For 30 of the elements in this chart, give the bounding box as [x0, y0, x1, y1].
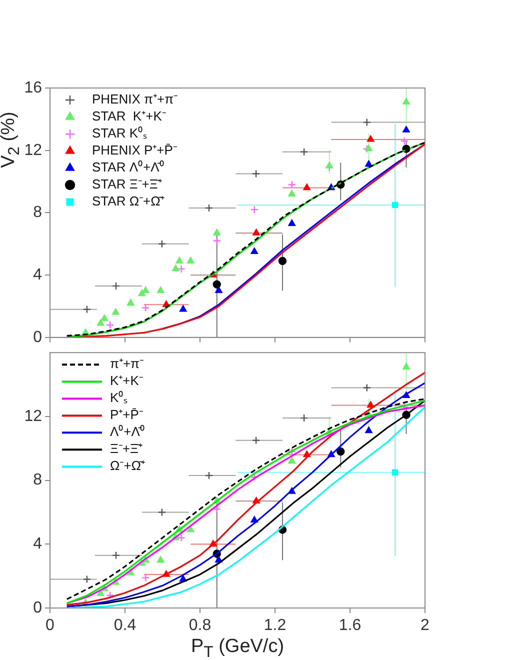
x-tick-label: 1.6: [338, 617, 362, 634]
y-tick-label: 8: [33, 204, 42, 222]
legend-label: Ω⁻+Ω̄⁺: [110, 458, 146, 474]
legend-label: Λ⁰+Λ̄⁰: [110, 424, 145, 440]
x-tick-label: 0.8: [188, 617, 212, 634]
legend-label: Ξ⁻+Ξ̄⁺: [110, 441, 142, 456]
x-tick-label: 1.2: [264, 617, 286, 634]
x-tick-label: 2: [420, 617, 430, 634]
legend-label: STAR K⁰ₛ: [92, 126, 147, 141]
y-tick-label: 4: [33, 536, 42, 553]
legend-label: STAR K⁺+K⁻: [92, 108, 166, 124]
legend-label: STAR Ξ⁻+Ξ̄⁺: [92, 176, 162, 192]
y-tick-label: 12: [24, 142, 42, 159]
y-tick-label: 4: [33, 266, 42, 284]
x-tick-label: 0: [46, 617, 55, 634]
legend-label: PHENIX P⁺+P̄⁻: [92, 142, 177, 158]
legend-label: π⁺+π⁻: [110, 356, 144, 372]
y-tick-label: 12: [24, 408, 42, 425]
legend-label: K⁰ₛ: [110, 390, 128, 406]
y-tick-label: 0: [33, 599, 42, 616]
x-tick-label: 0.4: [114, 617, 136, 634]
legend-label: K⁺+K⁻: [110, 373, 143, 388]
legend-label: PHENIX π⁺+π⁻: [92, 92, 178, 107]
y-tick-label: 0: [33, 328, 42, 346]
legend-label: STAR Λ⁰+Λ̄⁰: [92, 160, 164, 175]
y-tick-label: 8: [33, 472, 42, 489]
y-tick-label: 16: [24, 79, 42, 96]
legend-label: STAR Ω⁻+Ω̄⁺: [92, 194, 164, 209]
x-axis-title: P$_{T}$ (GeV/c): [190, 636, 286, 660]
legend-label: P⁺+P̄⁻: [110, 407, 143, 422]
